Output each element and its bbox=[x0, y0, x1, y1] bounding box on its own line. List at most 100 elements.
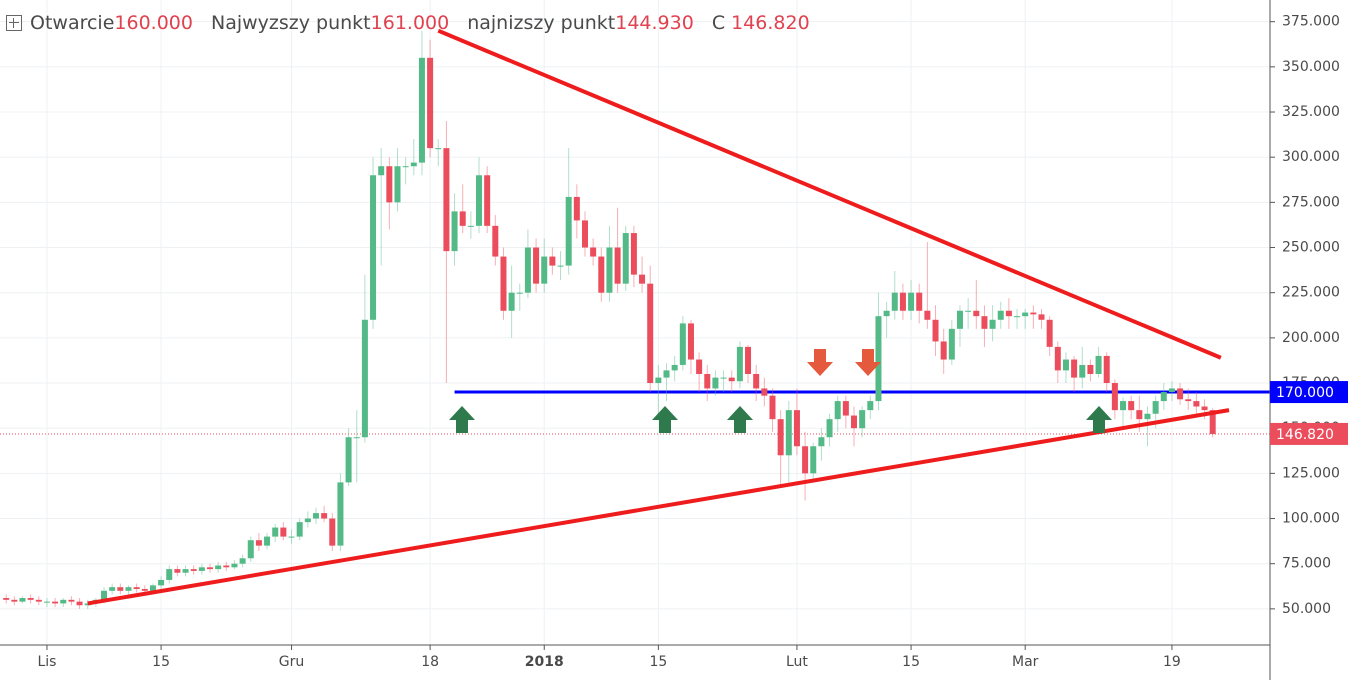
candle-body bbox=[851, 415, 858, 429]
candle-body bbox=[1144, 413, 1151, 420]
candle-body bbox=[1095, 355, 1102, 374]
close-value: 146.820 bbox=[731, 12, 810, 34]
y-tick-label: 75.000 bbox=[1282, 556, 1331, 572]
candle-body bbox=[223, 565, 230, 568]
candle-body bbox=[899, 292, 906, 311]
candle-body bbox=[1038, 314, 1045, 320]
trend-line bbox=[437, 28, 1222, 360]
candle-body bbox=[1177, 388, 1184, 400]
candle-body bbox=[687, 323, 694, 360]
candle-body bbox=[663, 370, 670, 378]
high-value: 161.000 bbox=[370, 12, 450, 34]
level-label: 170.000 bbox=[1276, 385, 1334, 401]
candle-body bbox=[231, 563, 238, 568]
candle-body bbox=[255, 540, 262, 546]
y-tick-label: 325.000 bbox=[1282, 104, 1340, 120]
candle-body bbox=[777, 419, 784, 456]
candle-body bbox=[60, 599, 67, 604]
candle-body bbox=[541, 256, 548, 284]
candle-body bbox=[924, 310, 931, 320]
x-tick-label: 18 bbox=[421, 654, 439, 670]
candle-body bbox=[728, 377, 735, 382]
x-tick-label: 15 bbox=[902, 654, 920, 670]
candle-body bbox=[443, 148, 450, 252]
candle-body bbox=[117, 587, 124, 591]
candle-body bbox=[402, 166, 409, 168]
candle-body bbox=[353, 437, 360, 439]
y-tick-label: 50.000 bbox=[1282, 601, 1331, 617]
x-tick-label: Gru bbox=[279, 654, 304, 670]
candle-body bbox=[27, 598, 34, 600]
candle-body bbox=[182, 569, 189, 573]
candle-body bbox=[1103, 355, 1110, 384]
candle-body bbox=[68, 599, 75, 602]
candle-body bbox=[581, 220, 588, 248]
candle-body bbox=[296, 522, 303, 537]
candle-body bbox=[834, 401, 841, 420]
candle-body bbox=[630, 233, 637, 275]
candle-body bbox=[492, 225, 499, 257]
x-tick-label: Mar bbox=[1012, 654, 1039, 670]
candle-body bbox=[467, 225, 474, 227]
trend-line bbox=[87, 408, 1230, 606]
y-tick-label: 375.000 bbox=[1282, 14, 1340, 30]
candle-body bbox=[84, 603, 91, 606]
x-tick-label: Lut bbox=[786, 654, 808, 670]
down-arrow bbox=[855, 349, 881, 376]
candle-body bbox=[3, 598, 10, 600]
candle-body bbox=[826, 419, 833, 438]
x-tick-label: Lis bbox=[37, 654, 56, 670]
candle-body bbox=[1062, 359, 1069, 371]
expand-icon[interactable] bbox=[6, 15, 22, 31]
x-tick-label: 15 bbox=[649, 654, 667, 670]
candle-body bbox=[533, 247, 540, 284]
last-price-tag bbox=[1270, 422, 1348, 445]
candle-body bbox=[174, 569, 181, 573]
candle-body bbox=[1087, 364, 1094, 374]
candle-body bbox=[557, 265, 564, 267]
candle-body bbox=[247, 540, 254, 559]
x-tick-label: 19 bbox=[1163, 654, 1181, 670]
candle-body bbox=[516, 292, 523, 294]
candle-body bbox=[1014, 316, 1021, 318]
candle-body bbox=[932, 319, 939, 342]
candle-body bbox=[484, 175, 491, 226]
y-tick-label: 225.000 bbox=[1282, 285, 1340, 301]
candle-body bbox=[1128, 401, 1135, 411]
candle-body bbox=[418, 57, 425, 163]
candle-body bbox=[345, 437, 352, 483]
candle-body bbox=[370, 175, 377, 320]
up-arrow bbox=[449, 406, 475, 433]
candle-body bbox=[125, 587, 132, 591]
candle-body bbox=[1046, 319, 1053, 347]
candle-body bbox=[451, 211, 458, 252]
open-value: 160.000 bbox=[114, 12, 193, 34]
candle-body bbox=[321, 513, 328, 519]
candle-body bbox=[818, 437, 825, 447]
candle-body bbox=[198, 567, 205, 571]
candle-body bbox=[769, 395, 776, 420]
candle-body bbox=[101, 590, 108, 600]
close-name: C bbox=[711, 12, 726, 34]
candle-body bbox=[1111, 383, 1118, 411]
high-name: Najwyzszy punkt bbox=[210, 12, 371, 34]
candle-body bbox=[606, 247, 613, 293]
candle-body bbox=[1120, 401, 1127, 411]
candle-body bbox=[793, 410, 800, 447]
candle-body bbox=[1160, 392, 1167, 402]
candle-body bbox=[43, 601, 50, 603]
candle-body bbox=[973, 310, 980, 317]
candle-body bbox=[1136, 410, 1143, 420]
candle-body bbox=[965, 310, 972, 312]
candle-body bbox=[76, 601, 83, 606]
candle-body bbox=[842, 401, 849, 416]
candle-body bbox=[671, 364, 678, 371]
candle-body bbox=[614, 247, 621, 284]
candle-body bbox=[1193, 401, 1200, 407]
x-tick-label: 15 bbox=[152, 654, 170, 670]
y-tick-label: 300.000 bbox=[1282, 149, 1340, 165]
candle-body bbox=[590, 247, 597, 257]
candle-body bbox=[378, 166, 385, 176]
candle-body bbox=[1168, 388, 1175, 393]
